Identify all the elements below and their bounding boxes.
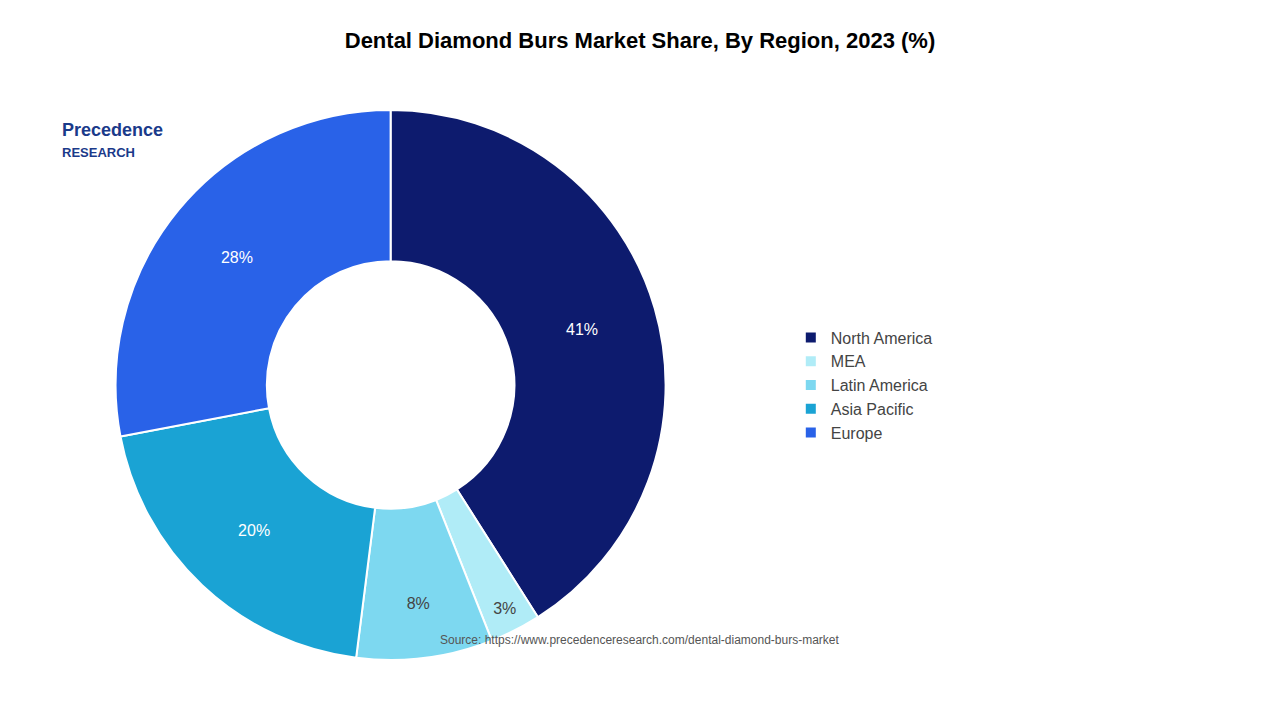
svg-text:20%: 20% bbox=[238, 522, 270, 539]
svg-text:Europe: Europe bbox=[831, 425, 883, 442]
svg-text:Source: https://www.precedence: Source: https://www.precedenceresearch.c… bbox=[440, 633, 840, 647]
svg-text:Asia Pacific: Asia Pacific bbox=[831, 401, 914, 418]
svg-text:MEA: MEA bbox=[831, 353, 866, 370]
svg-text:41%: 41% bbox=[566, 321, 598, 338]
svg-text:Precedence: Precedence bbox=[62, 120, 163, 140]
svg-text:28%: 28% bbox=[221, 249, 253, 266]
svg-text:Dental Diamond Burs Market Sha: Dental Diamond Burs Market Share, By Reg… bbox=[345, 28, 936, 53]
svg-text:North America: North America bbox=[831, 330, 932, 347]
svg-text:Latin America: Latin America bbox=[831, 377, 928, 394]
svg-text:8%: 8% bbox=[407, 595, 430, 612]
svg-text:3%: 3% bbox=[493, 600, 516, 617]
svg-text:RESEARCH: RESEARCH bbox=[62, 145, 135, 160]
